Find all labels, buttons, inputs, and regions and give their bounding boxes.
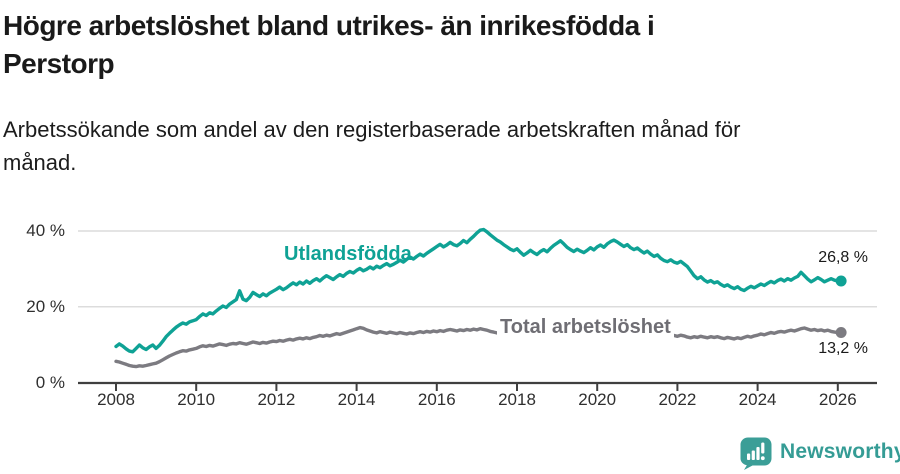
x-tick-label-2020: 2020 <box>578 390 617 409</box>
x-tick-label-2016: 2016 <box>417 390 456 409</box>
newsworthy-brand-name: Newsworthy <box>780 440 900 463</box>
series-line-0 <box>114 227 843 354</box>
chart-subtitle-line1: Arbetssökande som andel av den registerb… <box>3 117 741 142</box>
newsworthy-bubble-chart-icon <box>740 437 772 470</box>
chart-subtitle-line2: månad. <box>3 150 77 175</box>
chart-title-line1: Högre arbetslöshet bland utrikes- än inr… <box>3 10 655 41</box>
x-tick-label-2014: 2014 <box>337 390 376 409</box>
y-tick-label-20: 20 % <box>26 296 65 316</box>
x-tick-label-2024: 2024 <box>738 390 777 409</box>
series-end-dot-0 <box>835 275 847 287</box>
x-tick-label-2008: 2008 <box>97 390 135 409</box>
x-tick-label-2022: 2022 <box>658 390 697 409</box>
series-line-1 <box>114 325 843 369</box>
series-label-total: Total arbetslöshet <box>497 316 674 339</box>
x-tick-label-2012: 2012 <box>257 390 296 409</box>
end-value-total: 13,2 % <box>818 340 868 357</box>
x-tick-label-2010: 2010 <box>177 390 216 409</box>
x-tick-label-2026: 2026 <box>818 390 857 409</box>
x-tick-label-2018: 2018 <box>498 390 536 409</box>
chart-title-line2: Perstorp <box>3 48 115 79</box>
series-end-dot-1 <box>835 327 847 338</box>
series-label-utlandsfodda: Utlandsfödda <box>284 243 412 265</box>
chart-subtitle: Arbetssökande som andel av den registerb… <box>3 113 740 179</box>
chart-title: Högre arbetslöshet bland utrikes- än inr… <box>3 7 655 83</box>
y-tick-label-40: 40 % <box>26 221 65 240</box>
newsworthy-logo: Newsworthy <box>740 436 900 470</box>
y-tick-label-0: 0 % <box>35 372 65 392</box>
end-value-utlandsfodda: 26,8 % <box>818 249 868 266</box>
